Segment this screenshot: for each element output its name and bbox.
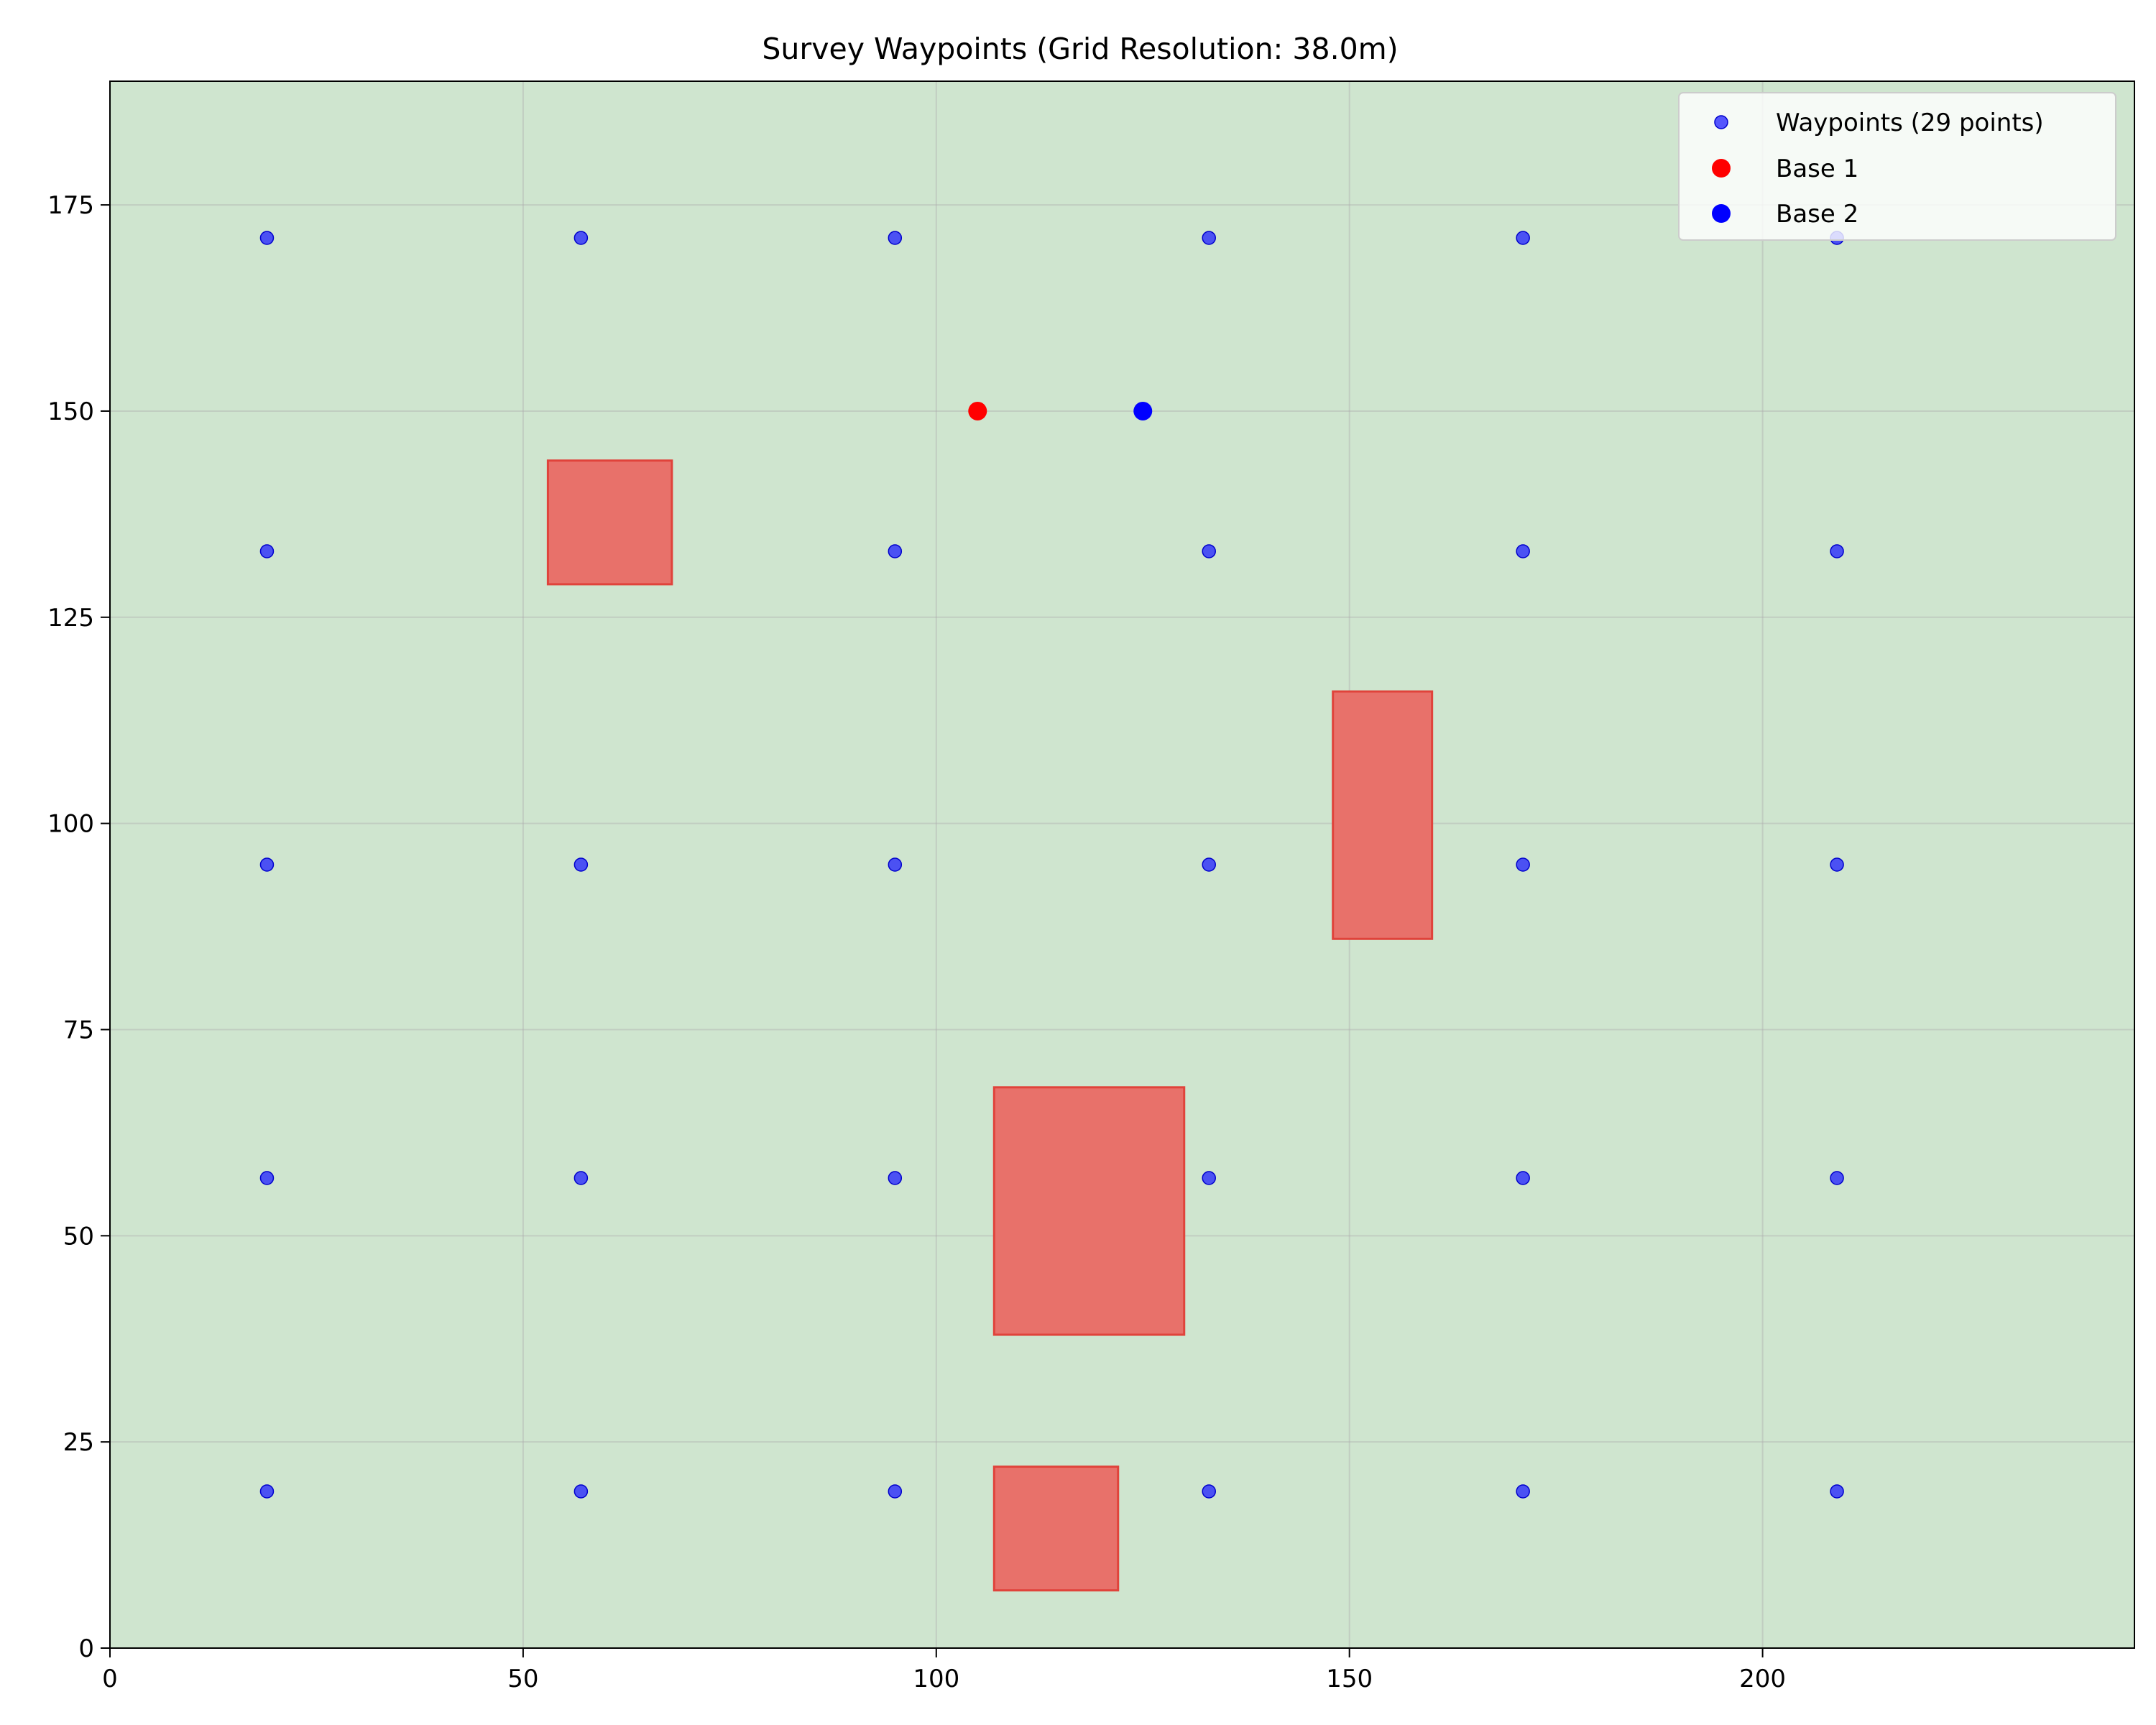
waypoint-marker [1830, 1171, 1844, 1185]
waypoint-marker [888, 544, 903, 558]
obstacle-rect [1332, 690, 1434, 940]
waypoint-marker [1202, 1171, 1216, 1185]
axis-ticks: 0 50 100 150 200 0 25 50 75 100 125 150 175 [47, 191, 1786, 1693]
waypoint-marker [259, 857, 275, 872]
waypoint-marker [1202, 231, 1216, 245]
x-tick-label: 150 [1326, 1665, 1373, 1693]
y-tick-label: 100 [47, 810, 94, 839]
waypoint-marker [1830, 1484, 1844, 1499]
obstacle-rect [546, 459, 673, 586]
legend-marker [1712, 159, 1731, 178]
waypoint-marker [1830, 857, 1844, 872]
x-tick-label: 100 [913, 1665, 959, 1693]
y-tick-label: 175 [47, 191, 94, 220]
legend-box [1678, 92, 2116, 241]
y-tick-label: 150 [47, 397, 94, 426]
legend-label: Base 2 [1776, 200, 1858, 229]
waypoint-marker [259, 544, 275, 558]
y-tick-label: 0 [78, 1634, 94, 1663]
x-tick-label: 50 [507, 1665, 538, 1693]
y-tick-label: 25 [63, 1428, 94, 1457]
waypoint-marker [1202, 1484, 1216, 1499]
base-1-marker [968, 401, 987, 420]
plot-frame [109, 80, 2135, 1649]
y-tick-label: 50 [63, 1222, 94, 1251]
grid-lines [109, 81, 2134, 1649]
waypoint-marker [1202, 857, 1216, 872]
legend-marker [1714, 115, 1728, 129]
waypoint-marker [1516, 544, 1530, 558]
waypoint-marker [573, 857, 589, 872]
legend-marker [1712, 204, 1731, 223]
x-tick-label: 0 [102, 1665, 118, 1693]
legend: Waypoints (29 points) Base 1 Base 2 [1678, 92, 2116, 241]
obstacle-rect [992, 1086, 1186, 1336]
waypoint-marker [1516, 1484, 1530, 1499]
obstacle-layer [546, 459, 1434, 1592]
waypoint-marker [1516, 231, 1530, 245]
legend-label: Base 1 [1776, 155, 1858, 183]
obstacle-rect [992, 1466, 1120, 1592]
legend-label: Waypoints (29 points) [1776, 109, 2044, 137]
x-tick-label: 200 [1739, 1665, 1786, 1693]
y-tick-label: 75 [63, 1016, 94, 1044]
waypoint-marker [888, 231, 903, 245]
point-layer [259, 231, 1844, 1499]
waypoint-marker [888, 1171, 903, 1185]
base-2-marker [1133, 401, 1153, 420]
waypoint-marker [573, 1484, 589, 1499]
waypoint-marker [259, 1171, 275, 1185]
y-tick-label: 125 [47, 604, 94, 632]
plot-background [110, 81, 2134, 1648]
waypoint-marker [259, 231, 275, 245]
waypoint-marker [1516, 857, 1530, 872]
waypoint-marker [1516, 1171, 1530, 1185]
waypoint-marker [1202, 544, 1216, 558]
waypoint-marker [573, 1171, 589, 1185]
waypoint-marker [573, 231, 589, 245]
chart-title: Survey Waypoints (Grid Resolution: 38.0m… [762, 32, 1398, 66]
waypoint-marker [259, 1484, 275, 1499]
waypoint-marker [888, 857, 903, 872]
waypoint-marker [1830, 544, 1844, 558]
waypoint-marker [888, 1484, 903, 1499]
